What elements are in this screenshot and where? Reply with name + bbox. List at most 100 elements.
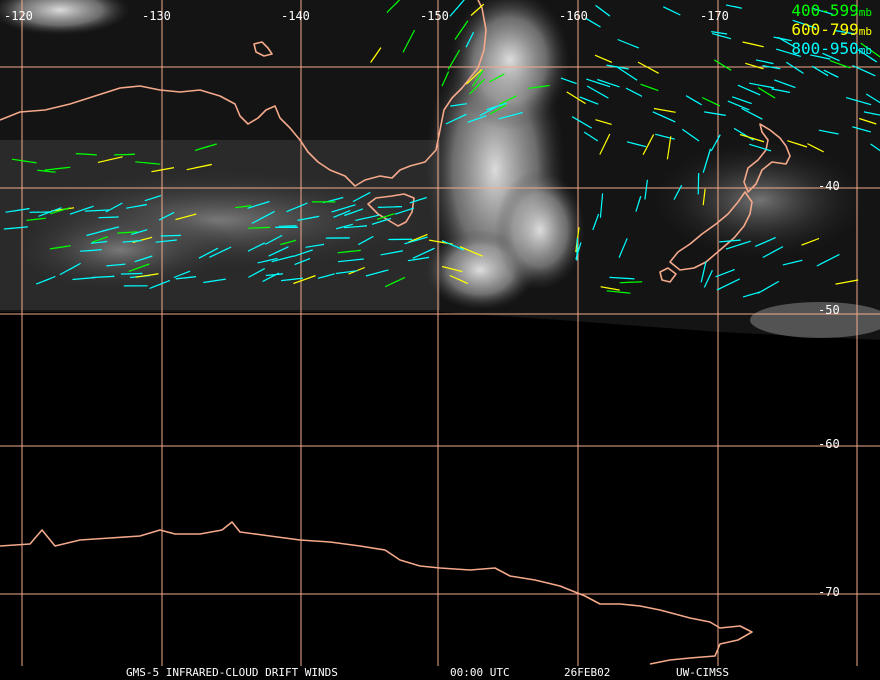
- wind-barb: [732, 96, 752, 105]
- lat-label: -70: [818, 585, 840, 599]
- wind-barb: [757, 280, 780, 294]
- wind-barb: [774, 79, 796, 89]
- cloud-imagery: [0, 0, 880, 340]
- wind-barb: [3, 226, 28, 230]
- wind-barb: [69, 205, 94, 215]
- legend-item: 400-599mb: [791, 1, 872, 20]
- wind-barb: [586, 85, 609, 99]
- wind-barb: [173, 270, 191, 279]
- wind-barb: [37, 169, 56, 173]
- lon-label: -150: [420, 9, 449, 23]
- wind-barb: [407, 256, 430, 262]
- wind-barb: [471, 69, 484, 87]
- wind-barb: [186, 163, 212, 171]
- wind-barb: [719, 239, 741, 243]
- wind-barb: [725, 4, 742, 9]
- wind-barb: [75, 153, 97, 156]
- wind-barb: [644, 179, 648, 200]
- lon-label: -140: [281, 9, 310, 23]
- wind-barb: [716, 278, 740, 291]
- wind-barb: [715, 269, 735, 278]
- wind-barb: [835, 279, 859, 285]
- wind-barb: [755, 59, 774, 65]
- wind-barb: [352, 191, 371, 203]
- wind-barb: [248, 267, 265, 278]
- pressure-legend: 400-599mb 600-799mb 800-950mb: [791, 2, 872, 59]
- wind-barb: [737, 84, 761, 96]
- wind-barb: [757, 87, 776, 99]
- lat-label: -50: [818, 303, 840, 317]
- wind-barb: [44, 166, 71, 171]
- wind-barb: [681, 128, 700, 142]
- wind-barb: [380, 250, 403, 256]
- lat-label: -60: [818, 437, 840, 451]
- wind-barb: [447, 49, 461, 70]
- antarctica-coast: [0, 521, 753, 665]
- lon-label: -170: [700, 9, 729, 23]
- wind-barb: [158, 211, 175, 221]
- wind-barb: [859, 117, 877, 125]
- wind-barb: [91, 236, 109, 244]
- wind-barb: [782, 259, 803, 266]
- wind-barb: [609, 276, 635, 280]
- wind-barb: [776, 48, 801, 57]
- graticule: [0, 0, 880, 666]
- wind-barb: [135, 273, 159, 278]
- wind-barb: [268, 246, 289, 257]
- wind-barb: [235, 205, 252, 209]
- wind-barb: [586, 78, 611, 88]
- wind-barb: [126, 203, 147, 209]
- wind-barb: [617, 38, 640, 49]
- wind-barb: [135, 161, 161, 165]
- wind-barb: [445, 113, 467, 125]
- wind-barb: [35, 275, 56, 285]
- wind-barb: [807, 143, 824, 153]
- wind-barb: [449, 274, 469, 285]
- wind-barb: [469, 78, 486, 95]
- legend-item: 800-950mb: [791, 39, 872, 58]
- wind-barb: [271, 255, 294, 263]
- stewart-island: [659, 267, 677, 283]
- wind-barb: [409, 196, 427, 204]
- wind-barb: [203, 278, 226, 284]
- wind-barb: [79, 249, 102, 252]
- wind-barb: [762, 246, 784, 259]
- wind-barb: [441, 240, 465, 251]
- wind-barb: [618, 238, 628, 258]
- wind-barb: [335, 270, 358, 275]
- wind-barb: [816, 253, 840, 267]
- wind-barb: [151, 167, 175, 173]
- wind-barb: [376, 213, 395, 220]
- wind-barb: [852, 126, 871, 133]
- wind-barb: [467, 115, 487, 123]
- wind-barb: [762, 65, 781, 70]
- wind-barb: [175, 213, 197, 221]
- wind-barb: [642, 134, 655, 155]
- wind-barb: [673, 184, 683, 200]
- wind-barb: [450, 103, 467, 107]
- wind-barb: [845, 97, 872, 106]
- wind-barb: [404, 236, 428, 245]
- wind-barb: [131, 229, 148, 235]
- wind-barb: [606, 290, 631, 294]
- wind-barb: [619, 281, 643, 284]
- wind-barb: [857, 49, 878, 63]
- wind-barb: [286, 202, 308, 213]
- wind-barb: [91, 275, 115, 279]
- wind-barb: [293, 275, 316, 285]
- wind-barb: [566, 91, 586, 105]
- wind-barb: [822, 52, 840, 62]
- product-title: GMS-5 INFRARED-CLOUD DRIFT WINDS: [126, 666, 338, 679]
- wind-barb: [666, 136, 672, 160]
- wind-barb: [704, 111, 726, 116]
- wind-barb: [585, 17, 601, 28]
- legend-item: 600-799mb: [791, 20, 872, 39]
- wind-barb: [194, 143, 217, 151]
- wind-barb: [11, 158, 37, 164]
- wind-barb: [144, 195, 162, 202]
- wind-barb: [454, 20, 469, 40]
- wind-barb: [441, 71, 450, 87]
- wind-barb: [792, 19, 817, 29]
- wind-barb: [702, 148, 712, 173]
- wind-barb: [635, 196, 642, 212]
